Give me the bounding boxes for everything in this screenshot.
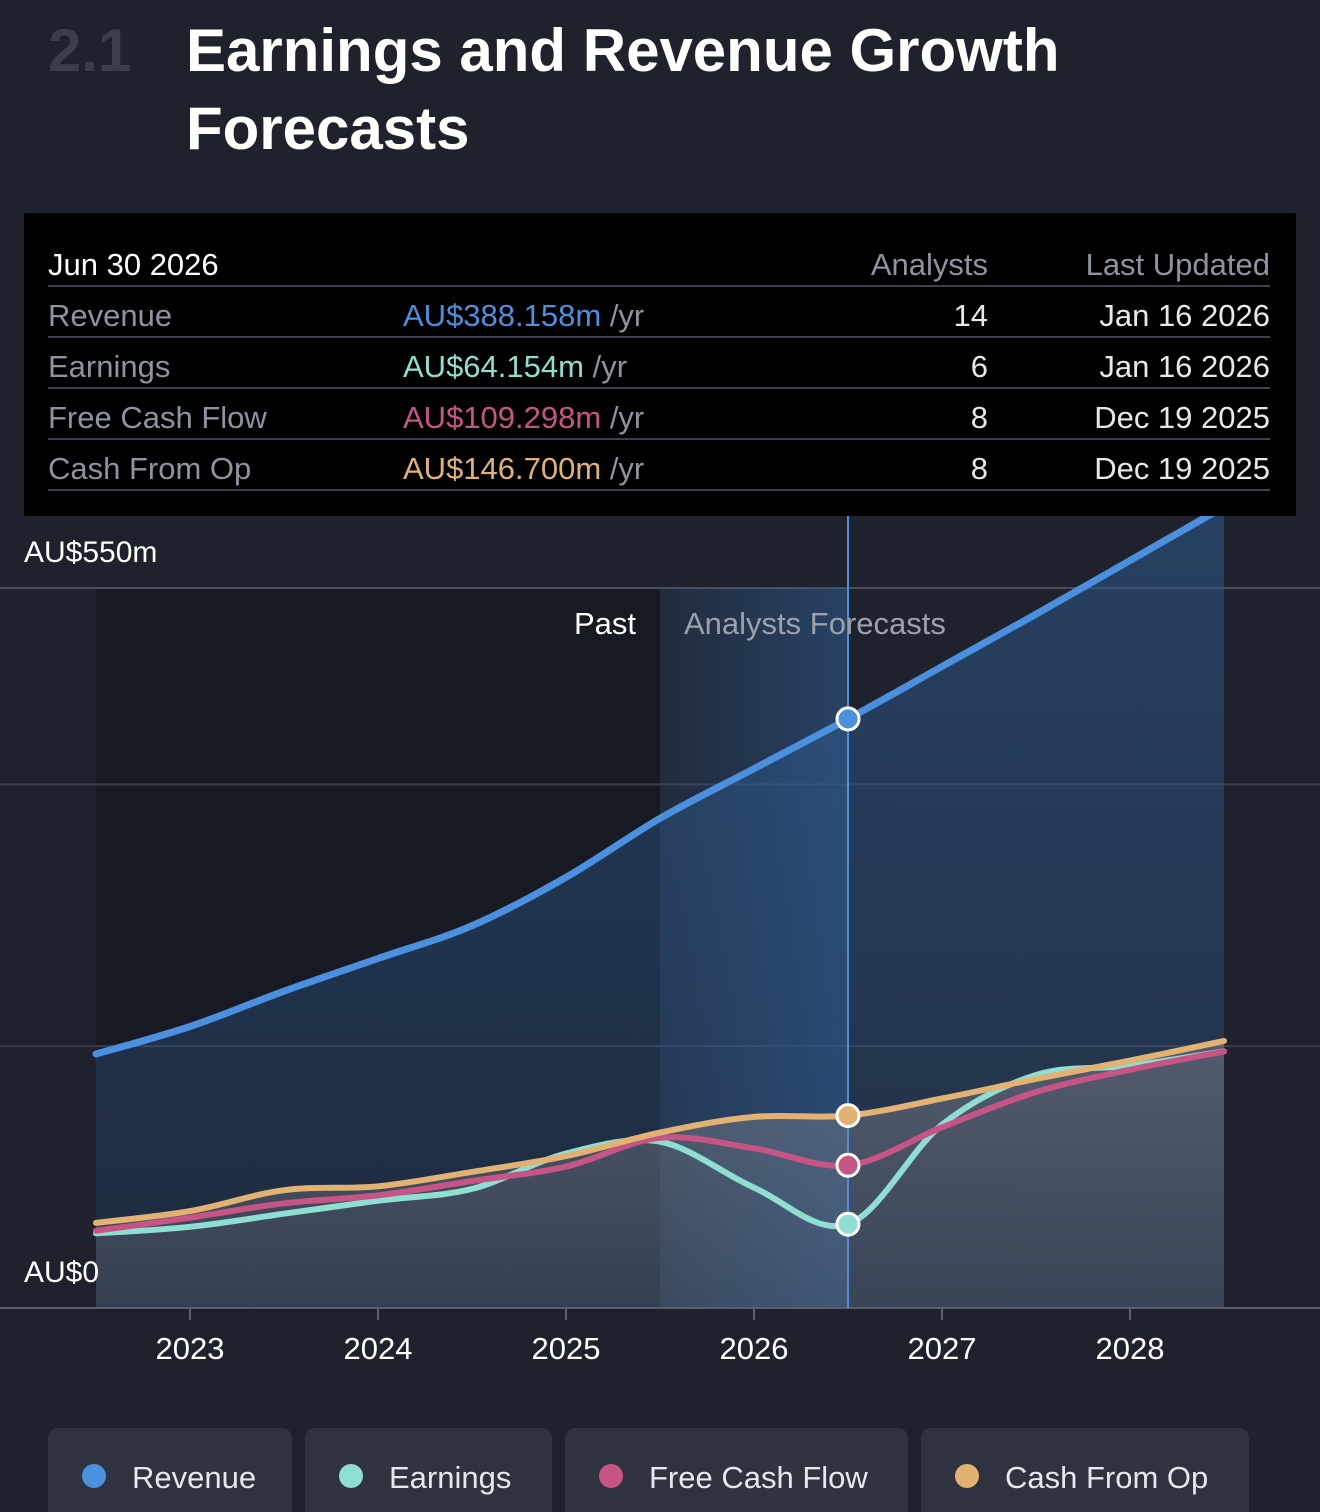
x-tick-label: 2023 [156,1331,225,1366]
legend-label: Cash From Op [1005,1460,1209,1495]
row-value: AU$388.158m [403,298,602,333]
cash-from-op-dot-icon [955,1464,979,1488]
legend-label: Revenue [132,1460,257,1495]
legend-earnings-button[interactable]: Earnings [305,1428,552,1512]
row-value: AU$109.298m [403,400,602,435]
free-cash-flow-line [93,1048,1227,1234]
x-tick-label: 2024 [344,1331,413,1366]
revenue-line [92,516,1215,1058]
row-analysts: 6 [970,349,988,384]
forecast-label: Analysts Forecasts [684,606,946,641]
last-updated-header: Last Updated [1085,247,1270,282]
row-updated: Dec 19 2025 [1094,400,1270,435]
cash-area [96,1040,1224,1308]
cash-from-op-line [93,1037,1227,1226]
tooltip-row-earnings: Earnings AU$64.154m /yr 6 Jan 16 2026 [48,341,1270,391]
legend-label: Earnings [389,1460,512,1495]
analysts-header: Analysts [870,247,988,282]
row-value: AU$146.700m [403,451,602,486]
row-label: Free Cash Flow [48,400,267,435]
earnings-marker [835,1211,861,1237]
x-tick-label: 2026 [720,1331,789,1366]
cash-from-op-marker [835,1103,861,1129]
row-analysts: 14 [953,298,988,333]
legend-label: Free Cash Flow [649,1460,868,1495]
row-unit: /yr [609,451,645,486]
row-label: Earnings [48,349,171,384]
revenue-marker [835,706,861,732]
row-updated: Jan 16 2026 [1099,298,1270,333]
x-tick-label: 2027 [908,1331,977,1366]
row-analysts: 8 [970,451,988,486]
earnings-dot-icon [339,1464,363,1488]
revenue-dot-icon [82,1464,106,1488]
row-unit: /yr [609,298,645,333]
free-cash-flow-dot-icon [599,1464,623,1488]
x-tick-label: 2028 [1096,1331,1165,1366]
row-label: Revenue [48,298,173,333]
legend-cash-from-op-button[interactable]: Cash From Op [921,1428,1249,1512]
tooltip-row-free-cash-flow: Free Cash Flow AU$109.298m /yr 8 Dec 19 … [48,392,1270,442]
row-updated: Jan 16 2026 [1099,349,1270,384]
legend-free-cash-flow-button[interactable]: Free Cash Flow [565,1428,908,1512]
row-label: Cash From Op [48,451,252,486]
legend-revenue-button[interactable]: Revenue [48,1428,292,1512]
tooltip-header: Jun 30 2026 Analysts Last Updated [48,239,1270,289]
past-label: Past [574,606,636,641]
x-tick-label: 2025 [532,1331,601,1366]
row-unit: /yr [592,349,628,384]
row-updated: Dec 19 2025 [1094,451,1270,486]
row-value: AU$64.154m [403,349,584,384]
chart-tooltip: Jun 30 2026 Analysts Last Updated Revenu… [24,213,1296,516]
y-max-label: AU$550m [24,536,157,569]
free-cash-flow-marker [835,1152,861,1178]
row-unit: /yr [609,400,645,435]
growth-chart[interactable]: AU$550m AU$0 Past Analysts Forecasts 2023 202… [0,516,1320,1416]
tooltip-date: Jun 30 2026 [48,247,219,282]
section-number: 2.1 [48,17,132,84]
row-analysts: 8 [970,400,988,435]
tooltip-row-cash-from-op: Cash From Op AU$146.700m /yr 8 Dec 19 20… [48,443,1270,493]
section-title: Earnings and Revenue Growth Forecasts [186,17,1060,162]
tooltip-row-revenue: Revenue AU$388.158m /yr 14 Jan 16 2026 [48,290,1270,340]
y-min-label: AU$0 [24,1256,99,1289]
earnings-line [93,1048,1227,1237]
